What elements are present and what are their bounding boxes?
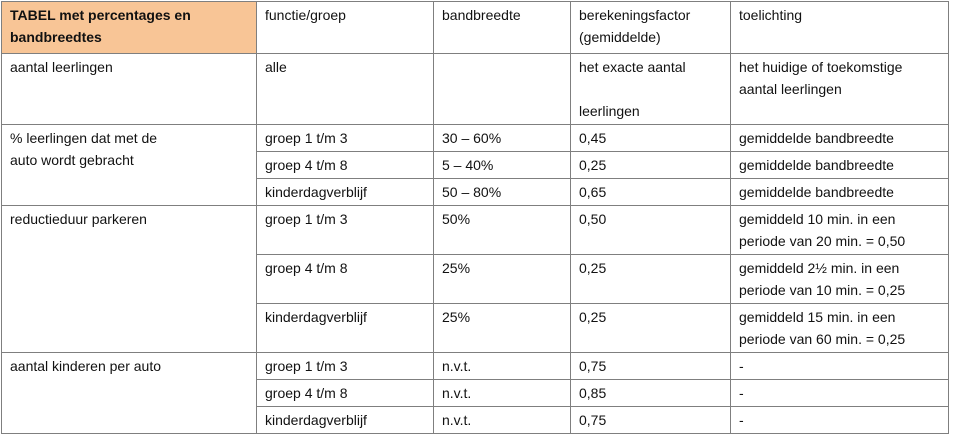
cell-bandwidth: 50 – 80%	[433, 178, 571, 206]
table-header-row: TABEL met percentages en bandbreedtes fu…	[1, 1, 949, 54]
cell-explanation: -	[730, 379, 949, 407]
cell-function: kinderdagverblijf	[256, 303, 434, 353]
table-row: aantal kinderen per auto groep 1 t/m 3 n…	[1, 352, 949, 434]
row-label: aantal leerlingen	[1, 53, 257, 125]
cell-bandwidth: 25%	[433, 254, 571, 304]
cell-explanation: gemiddelde bandbreedte	[730, 124, 949, 152]
cell-function: groep 1 t/m 3	[256, 124, 434, 152]
cell-factor: 0,50	[570, 205, 731, 255]
table-row: groep 4 t/m 8 5 – 40% 0,25 gemiddelde ba…	[2, 151, 949, 179]
row-label: aantal kinderen per auto	[1, 352, 257, 434]
header-explanation: toelichting	[730, 1, 949, 54]
table-row: % leerlingen dat met de auto wordt gebra…	[1, 124, 949, 206]
cell-bandwidth: n.v.t.	[433, 352, 571, 380]
cell-factor: 0,65	[570, 178, 731, 206]
row-label: % leerlingen dat met de auto wordt gebra…	[1, 124, 257, 206]
cell-bandwidth: 5 – 40%	[433, 151, 571, 179]
cell-factor: 0,75	[570, 352, 731, 380]
cell-function: alle	[256, 53, 434, 125]
cell-explanation: gemiddelde bandbreedte	[730, 151, 949, 179]
cell-function: groep 4 t/m 8	[256, 254, 434, 304]
cell-explanation: gemiddeld 2½ min. in een periode van 10 …	[730, 254, 949, 304]
row-label: reductieduur parkeren	[1, 205, 257, 353]
table-row: aantal leerlingen alle het exacte aantal…	[1, 53, 949, 125]
cell-factor: 0,45	[570, 124, 731, 152]
cell-bandwidth: 50%	[433, 205, 571, 255]
cell-explanation: gemiddelde bandbreedte	[730, 178, 949, 206]
cell-function: groep 4 t/m 8	[256, 151, 434, 179]
cell-function: groep 1 t/m 3	[256, 352, 434, 380]
cell-explanation: gemiddeld 10 min. in een periode van 20 …	[730, 205, 949, 255]
cell-factor: 0,25	[570, 254, 731, 304]
header-function: functie/groep	[256, 1, 434, 54]
header-bandwidth: bandbreedte	[433, 1, 571, 54]
cell-bandwidth: 30 – 60%	[433, 124, 571, 152]
cell-explanation: -	[730, 406, 949, 434]
table-row: groep 4 t/m 8 n.v.t. 0,85 -	[2, 379, 949, 407]
table-row: groep 4 t/m 8 25% 0,25 gemiddeld 2½ min.…	[2, 254, 949, 304]
table-row: kinderdagverblijf 50 – 80% 0,65 gemiddel…	[2, 178, 949, 206]
cell-factor: 0,25	[570, 303, 731, 353]
cell-bandwidth: n.v.t.	[433, 379, 571, 407]
cell-factor: 0,75	[570, 406, 731, 434]
table-row: reductieduur parkeren groep 1 t/m 3 50% …	[1, 205, 949, 353]
cell-bandwidth	[433, 53, 571, 125]
cell-function: kinderdagverblijf	[256, 178, 434, 206]
table-title: TABEL met percentages en bandbreedtes	[1, 1, 257, 54]
cell-function: groep 4 t/m 8	[256, 379, 434, 407]
cell-factor: het exacte aantal leerlingen	[570, 53, 731, 125]
cell-function: groep 1 t/m 3	[256, 205, 434, 255]
cell-factor: 0,25	[570, 151, 731, 179]
cell-bandwidth: n.v.t.	[433, 406, 571, 434]
cell-function: kinderdagverblijf	[256, 406, 434, 434]
cell-factor: 0,85	[570, 379, 731, 407]
cell-explanation: het huidige of toekomstige aantal leerli…	[730, 53, 949, 125]
cell-explanation: gemiddeld 15 min. in een periode van 60 …	[730, 303, 949, 353]
table-row: kinderdagverblijf 25% 0,25 gemiddeld 15 …	[2, 303, 949, 353]
cell-bandwidth: 25%	[433, 303, 571, 353]
cell-explanation: -	[730, 352, 949, 380]
header-factor: berekeningsfactor (gemiddelde)	[570, 1, 731, 54]
